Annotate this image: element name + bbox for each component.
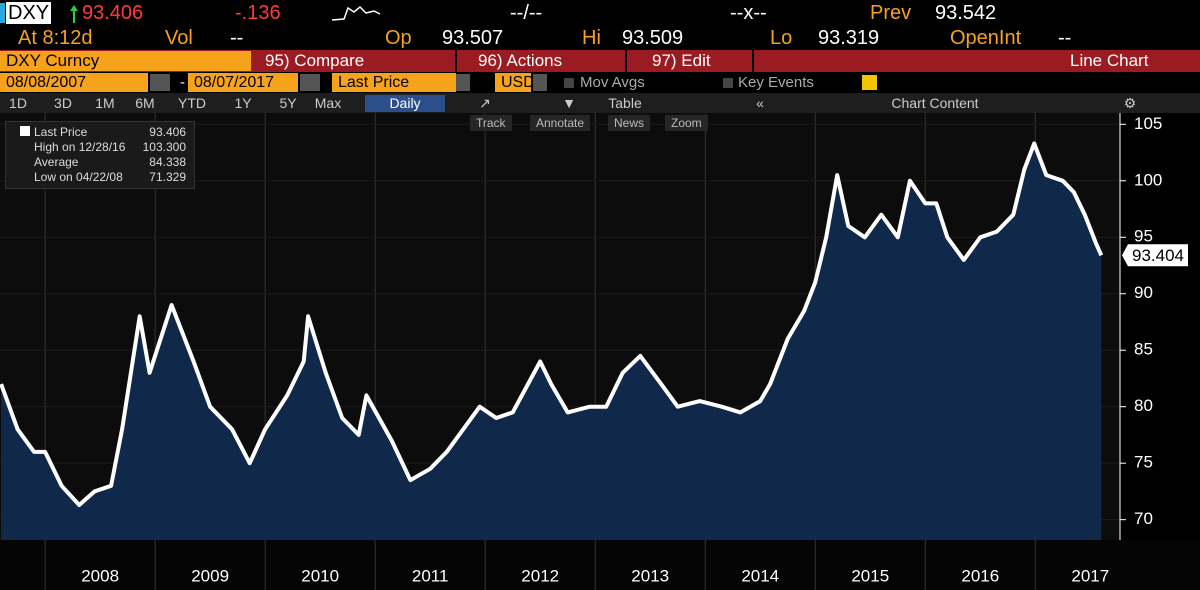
x-tick-label: 2016 <box>961 566 999 585</box>
edit[interactable]: 97) Edit <box>652 51 711 70</box>
period-button[interactable]: 5Y <box>279 95 297 111</box>
dropdown[interactable] <box>456 74 470 91</box>
period-bar <box>0 93 1200 113</box>
high-label: Hi <box>582 27 601 49</box>
checkbox[interactable] <box>564 78 574 88</box>
divider <box>455 50 457 72</box>
value-label-box <box>1122 244 1188 267</box>
x-tick-label: 2012 <box>521 566 559 585</box>
start-date[interactable]: 08/08/2007 <box>0 73 148 92</box>
open-label: Op <box>385 27 412 49</box>
calendar-icon[interactable] <box>300 74 320 91</box>
up-arrow <box>70 5 78 23</box>
x-tick-label: 2009 <box>191 566 229 585</box>
ticker: DXY <box>6 2 52 24</box>
legend-label: Last Price <box>34 125 88 139</box>
period-button[interactable]: 1D <box>9 95 27 111</box>
x-tick-label: 2010 <box>301 566 339 585</box>
line <box>0 141 1104 507</box>
last-price: 93.406 <box>82 2 144 24</box>
calendar-icon[interactable] <box>150 74 170 91</box>
time: At 8:12d <box>18 27 93 49</box>
legend-value: 103.300 <box>142 140 186 154</box>
divider <box>752 50 754 72</box>
y-tick-label: 80 <box>1134 396 1153 415</box>
period-button[interactable]: 3D <box>54 95 72 111</box>
line-icon[interactable]: ↗ <box>479 95 491 111</box>
mov-avgs[interactable]: Mov Avgs <box>580 74 645 91</box>
y-tick-label: 105 <box>1134 114 1162 133</box>
size: --x-- <box>730 2 767 24</box>
chart-content[interactable]: Chart Content <box>891 95 979 111</box>
end-date[interactable]: 08/07/2017 <box>188 73 298 92</box>
security[interactable]: DXY Curncy <box>0 51 251 71</box>
x-tick-label: 2008 <box>81 566 119 585</box>
legend-label: Average <box>34 155 79 169</box>
openint: -- <box>1058 27 1072 49</box>
divider <box>625 50 627 72</box>
tool-button[interactable]: Zoom <box>665 115 708 131</box>
y-tick-label: 90 <box>1134 283 1153 302</box>
chart: 2008 2009 2010 2011 2012 2013 2014 2015 2016 2017… <box>0 113 1200 590</box>
net-change: -.136 <box>235 2 281 24</box>
info-icon[interactable] <box>862 75 877 90</box>
vol-label: Vol <box>165 27 193 49</box>
bid-ask: --/-- <box>510 2 543 24</box>
low: 93.319 <box>818 27 880 49</box>
low-label: Lo <box>770 27 793 49</box>
y-tick-label: 70 <box>1134 509 1153 528</box>
value-label: 93.404 <box>1132 246 1184 265</box>
tool-button[interactable]: Annotate <box>530 115 591 131</box>
dropdown[interactable]: ▼ <box>562 95 576 111</box>
period-button[interactable]: YTD <box>178 95 206 111</box>
y-tick-label: 85 <box>1134 340 1153 359</box>
legend-swatch <box>20 126 30 136</box>
period-button[interactable]: Max <box>314 95 342 111</box>
table[interactable]: Table <box>608 95 642 111</box>
period-button[interactable]: 1M <box>95 95 115 111</box>
x-tick-label: 2011 <box>412 566 449 585</box>
frequency[interactable]: Daily <box>365 95 445 112</box>
y-tick-label: 95 <box>1134 227 1153 246</box>
tool-button[interactable]: News <box>608 115 651 131</box>
prev-label: Prev <box>870 2 912 24</box>
vol: -- <box>230 27 244 49</box>
x-axis-background <box>0 540 1200 590</box>
high: 93.509 <box>622 27 684 49</box>
checkbox[interactable] <box>723 78 733 88</box>
key-events[interactable]: Key Events <box>738 74 814 91</box>
y-tick-label: 75 <box>1134 453 1153 472</box>
x-tick-label: 2013 <box>631 566 669 585</box>
legend-value: 71.329 <box>149 170 186 184</box>
x-tick-label: 2017 <box>1071 566 1109 585</box>
marker <box>0 3 5 23</box>
y-tick-label: 100 <box>1134 170 1162 189</box>
collapse[interactable]: « <box>756 95 764 111</box>
compare[interactable]: 95) Compare <box>265 51 365 70</box>
legend-label: Low on 04/22/08 <box>34 170 123 184</box>
x-tick-label: 2014 <box>741 566 779 585</box>
tool-button[interactable]: Track <box>470 115 512 131</box>
openint-label: OpenInt <box>950 27 1022 49</box>
prev: 93.542 <box>935 2 997 24</box>
legend-box <box>5 121 195 189</box>
chart-type[interactable]: Line Chart <box>1070 51 1149 70</box>
period-button[interactable]: 1Y <box>234 95 252 111</box>
legend-value: 93.406 <box>149 125 186 139</box>
settings-icon[interactable]: ⚙ <box>1123 95 1137 111</box>
sparkline <box>331 5 381 21</box>
legend-label: High on 12/28/16 <box>34 140 126 154</box>
dropdown[interactable] <box>533 74 547 91</box>
menu-bar <box>0 50 1200 72</box>
legend-value: 84.338 <box>149 155 186 169</box>
period-button[interactable]: 6M <box>135 95 155 111</box>
x-tick-label: 2015 <box>851 566 889 585</box>
open: 93.507 <box>442 27 504 49</box>
currency[interactable]: USD <box>495 73 535 92</box>
field[interactable]: Last Price <box>332 73 456 92</box>
date-dash: - <box>180 74 185 91</box>
actions[interactable]: 96) Actions <box>478 51 563 70</box>
